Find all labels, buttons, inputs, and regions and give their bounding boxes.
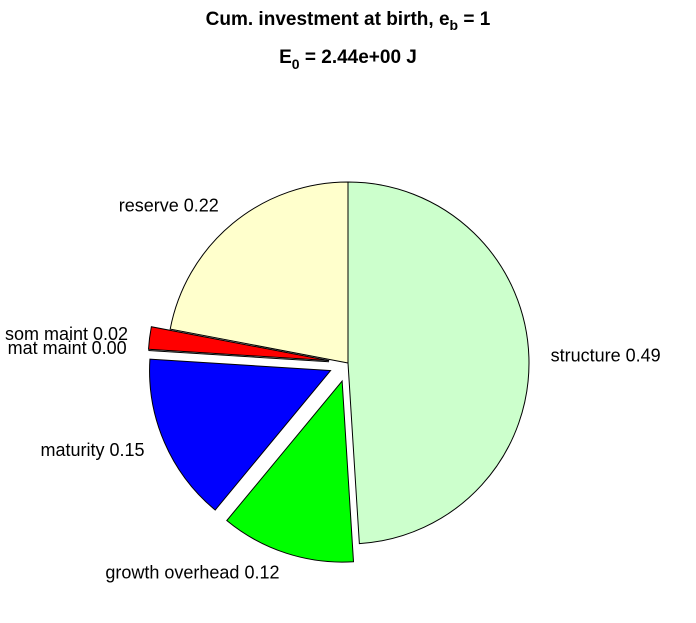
subtitle-text: E [279,47,292,68]
pie-slice [226,379,355,563]
slice-label: reserve 0.22 [119,196,219,216]
slice-label: som maint 0.02 [5,324,128,344]
subtitle-rest: = 2.44e+00 J [300,47,417,68]
slice-label: structure 0.49 [551,345,661,365]
slice-label: maturity 0.15 [40,440,144,460]
pie-slice [169,181,349,364]
pie-slice [149,358,332,511]
subtitle-sub: 0 [292,56,300,72]
title-text: Cum. investment at birth, e [206,9,450,30]
title-rest: = 1 [458,9,491,30]
pie-slice [148,349,330,363]
pie-slice [147,326,330,362]
chart-title: Cum. investment at birth, eb = 1 [206,9,491,33]
slice-label: mat maint 0.00 [8,338,127,358]
title-sub: b [450,17,459,33]
chart-subtitle: E0 = 2.44e+00 J [279,47,417,72]
pie-slice [347,181,530,545]
slice-label: growth overhead 0.12 [105,563,279,583]
